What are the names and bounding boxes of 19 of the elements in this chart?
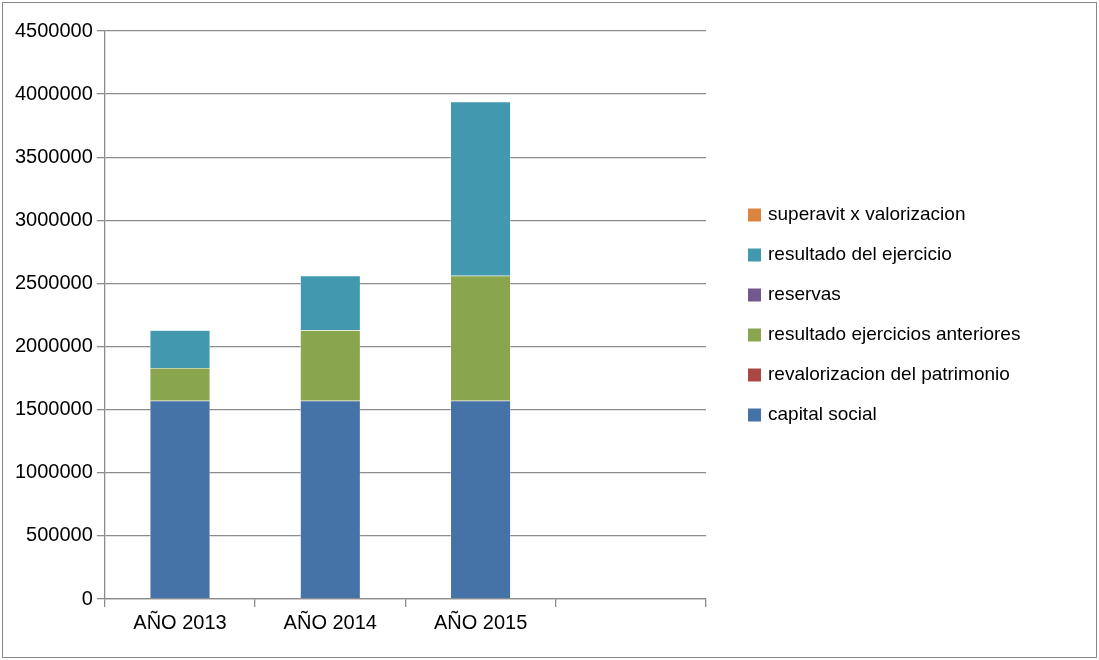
legend-label: resultado ejercicios anteriores — [768, 323, 1021, 345]
legend-label: superavit x valorizacion — [768, 203, 966, 225]
y-tick-label: 3500000 — [14, 144, 93, 167]
x-tick-label: AÑO 2014 — [283, 609, 377, 633]
y-tick-label: 2500000 — [14, 270, 93, 293]
y-tick-label: 4500000 — [14, 18, 93, 41]
y-tick-label: 500000 — [26, 523, 93, 546]
y-tick-label: 1000000 — [14, 460, 93, 483]
x-tick-label: AÑO 2013 — [133, 609, 227, 633]
x-tick-label: AÑO 2015 — [433, 609, 528, 633]
legend-label: resultado del ejercicio — [768, 243, 952, 265]
y-tick-label: 0 — [81, 586, 93, 609]
legend-label: revalorizacion del patrimonio — [768, 363, 1010, 385]
y-tick-label: 2000000 — [14, 334, 93, 357]
y-tick-label: 3000000 — [14, 207, 93, 230]
legend-label: reservas — [768, 283, 841, 305]
y-tick-label: 1500000 — [14, 397, 93, 420]
legend-label: capital social — [768, 403, 877, 425]
y-tick-label: 4000000 — [14, 81, 93, 104]
